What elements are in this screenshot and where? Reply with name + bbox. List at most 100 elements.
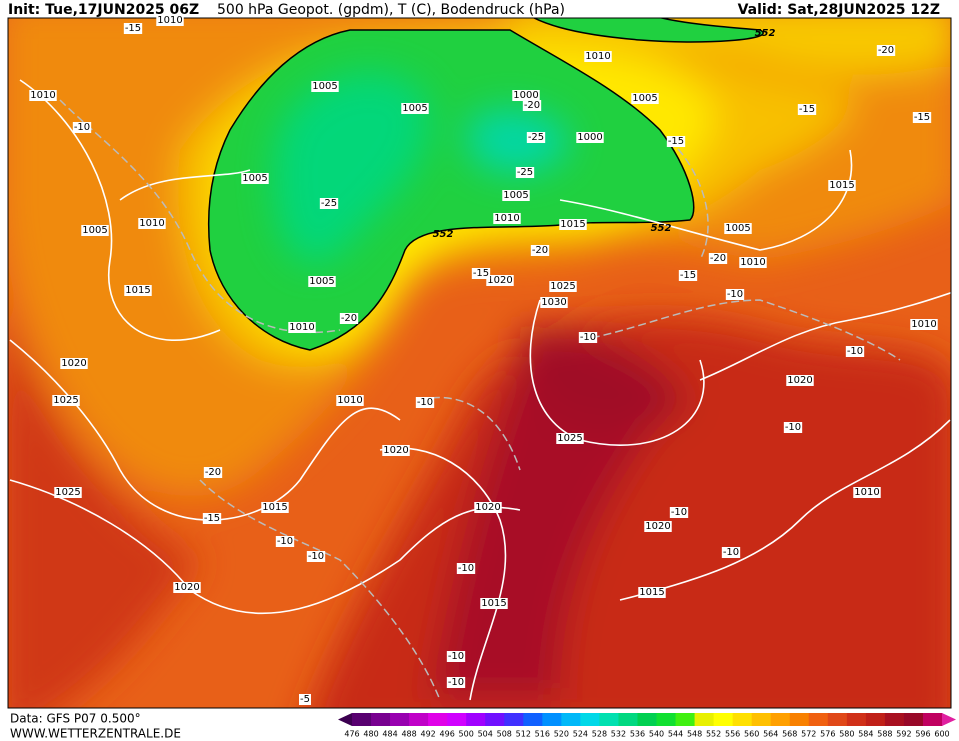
site: WWW.WETTERZENTRALE.DE	[10, 727, 181, 741]
temperature-label: -15	[680, 270, 696, 281]
colorbar-label: 544	[668, 730, 683, 739]
temperature-label-box	[123, 23, 143, 34]
isobar-label-box	[631, 93, 659, 104]
temperature-label: -20	[710, 253, 726, 264]
colorbar-swatch	[523, 713, 543, 726]
colorbar-label: 540	[649, 730, 664, 739]
temperature-label: -10	[671, 507, 687, 518]
isobar-label: 1015	[125, 285, 150, 296]
temperature-label: -10	[723, 547, 739, 558]
temperature-label-box	[797, 104, 817, 115]
isobar-label-box	[486, 275, 514, 286]
temperature-label-box	[783, 422, 803, 433]
isobar-label-box	[786, 375, 814, 386]
isobar-label-box	[261, 502, 289, 513]
isobar-label-box	[138, 218, 166, 229]
temperature-label: -20	[524, 100, 540, 111]
isobar-label: 1025	[53, 395, 78, 406]
colorbar-swatch	[922, 713, 943, 726]
isobar-label-box	[474, 502, 502, 513]
temperature-label-box	[530, 245, 550, 256]
isobar-label: 1005	[503, 190, 528, 201]
temperature-label: -10	[448, 677, 464, 688]
temperature-label-box	[515, 167, 535, 178]
colorbar-label: 584	[858, 730, 873, 739]
colorbar-swatch	[865, 713, 886, 726]
temperature-label: -15	[125, 23, 141, 34]
isobar-label-box	[60, 358, 88, 369]
colorbar-label: 504	[478, 730, 493, 739]
colorbar-swatch	[447, 713, 467, 726]
temperature-label-box	[456, 563, 476, 574]
temperature-label-box	[446, 677, 466, 688]
colorbar-label: 592	[896, 730, 911, 739]
isobar-label-box	[540, 297, 568, 308]
colorbar-swatch	[713, 713, 734, 726]
temperature-label: -10	[727, 289, 743, 300]
colorbar-swatch	[485, 713, 505, 726]
temperature-label-box	[721, 547, 741, 558]
temperature-label: -15	[473, 268, 489, 279]
colorbar-label: 516	[535, 730, 550, 739]
colorbar-label: 500	[459, 730, 474, 739]
isobar-label-box	[724, 223, 752, 234]
temperature-label: -20	[341, 313, 357, 324]
colorbar-label: 492	[420, 730, 435, 739]
isobar-label: 1005	[309, 276, 334, 287]
temperature-label: -25	[321, 198, 337, 209]
geopotential-label: 552	[433, 229, 454, 240]
isobar-label-box	[559, 219, 587, 230]
temperature-label: -15	[799, 104, 815, 115]
colorbar-label: 588	[877, 730, 892, 739]
colorbar-label: 512	[516, 730, 531, 739]
isobar-label-box	[549, 281, 577, 292]
colorbar-label: 488	[401, 730, 416, 739]
temperature-label-box	[845, 346, 865, 357]
temperature-label: -20	[205, 467, 221, 478]
isobar-label-box	[29, 90, 57, 101]
temperature-label: -25	[517, 167, 533, 178]
temperature-label-box	[578, 332, 598, 343]
geopotential-label: 552	[651, 223, 672, 234]
isobar-label-box	[52, 395, 80, 406]
isobar-label: 1005	[402, 103, 427, 114]
isobar-label-box	[828, 180, 856, 191]
colorbar-swatch	[732, 713, 753, 726]
isobar-label-box	[241, 173, 269, 184]
colorbar-label: 596	[915, 730, 930, 739]
isobar-label-box	[81, 225, 109, 236]
temperature-label-box	[912, 112, 932, 123]
isobar-label: 1020	[487, 275, 512, 286]
isobar-label: 1015	[829, 180, 854, 191]
isobar-label: 1010	[157, 15, 182, 26]
isobar-label-box	[584, 51, 612, 62]
isobar-label-box	[556, 433, 584, 444]
colorbar-arrow	[338, 713, 352, 726]
temperature-label: -15	[204, 513, 220, 524]
isobar-label-box	[480, 598, 508, 609]
colorbar-swatch	[903, 713, 924, 726]
colorbar-swatch	[599, 713, 619, 726]
colorbar-swatch	[542, 713, 562, 726]
colorbar-label: 520	[554, 730, 569, 739]
temperature-label-box	[339, 313, 359, 324]
isobar-label: 1000	[577, 132, 602, 143]
temperature-label-box	[203, 467, 223, 478]
isobar-label-box	[288, 322, 316, 333]
temperature-label-box	[446, 651, 466, 662]
isobar-label: 1020	[61, 358, 86, 369]
colorbar-label: 576	[820, 730, 835, 739]
temperature-label: -25	[528, 132, 544, 143]
temperature-label: -20	[878, 45, 894, 56]
colorbar-swatch	[352, 713, 372, 726]
colorbar-swatch	[675, 713, 696, 726]
geopotential-label: 552	[755, 28, 776, 39]
isobar-label: 1005	[82, 225, 107, 236]
temperature-label-box	[725, 289, 745, 300]
temperature-label: -20	[532, 245, 548, 256]
temperature-label-box	[415, 397, 435, 408]
isobar-label-box	[308, 276, 336, 287]
temperature-label: -15	[914, 112, 930, 123]
temperature-label: -10	[308, 551, 324, 562]
